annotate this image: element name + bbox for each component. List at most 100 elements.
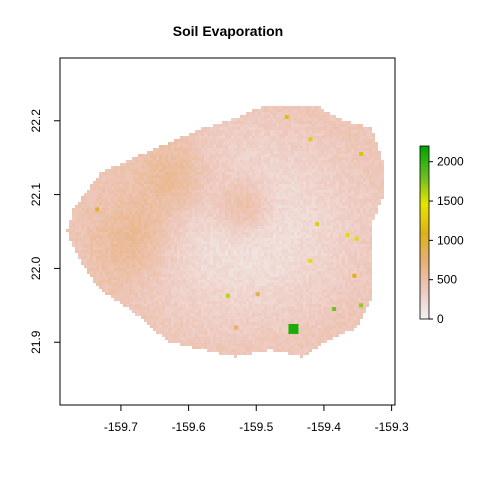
raster-cell (264, 172, 267, 175)
raster-cell (222, 274, 225, 277)
raster-cell (186, 169, 189, 172)
raster-cell (120, 226, 123, 229)
raster-cell (258, 196, 261, 199)
raster-cell (288, 235, 291, 238)
raster-cell (225, 142, 228, 145)
raster-cell (342, 265, 345, 268)
raster-cell (252, 193, 255, 196)
raster-cell (312, 193, 315, 196)
raster-cell (363, 235, 366, 238)
raster-cell (120, 166, 123, 169)
raster-cell (243, 193, 246, 196)
raster-cell (285, 181, 288, 184)
raster-cell (345, 244, 348, 247)
raster-cell (129, 244, 132, 247)
raster-cell (219, 247, 222, 250)
raster-cell (315, 280, 318, 283)
raster-cell (261, 202, 264, 205)
raster-cell (141, 241, 144, 244)
raster-cell (342, 205, 345, 208)
raster-cell (318, 124, 321, 127)
raster-cell (357, 196, 360, 199)
raster-cell (330, 145, 333, 148)
raster-cell (276, 130, 279, 133)
raster-cell (180, 187, 183, 190)
raster-cell (207, 253, 210, 256)
raster-cell (300, 172, 303, 175)
raster-cell (252, 136, 255, 139)
raster-cell (330, 202, 333, 205)
raster-cell (372, 151, 375, 154)
raster-cell (165, 202, 168, 205)
raster-cell (348, 142, 351, 145)
raster-cell (87, 244, 90, 247)
raster-cell (93, 256, 96, 259)
raster-cell (333, 187, 336, 190)
raster-cell (93, 232, 96, 235)
raster-cell (153, 214, 156, 217)
raster-cell (138, 217, 141, 220)
raster-cell (168, 271, 171, 274)
raster-cell (174, 169, 177, 172)
raster-cell (288, 142, 291, 145)
raster-cell (138, 265, 141, 268)
raster-cell (297, 265, 300, 268)
raster-cell (141, 199, 144, 202)
raster-cell (192, 274, 195, 277)
raster-cell (84, 220, 87, 223)
raster-cell (372, 208, 375, 211)
raster-cell (183, 232, 186, 235)
raster-cell (129, 220, 132, 223)
raster-cell (72, 220, 75, 223)
raster-cell (258, 208, 261, 211)
raster-cell (111, 226, 114, 229)
raster-cell (369, 181, 372, 184)
raster-cell (174, 277, 177, 280)
raster-cell (336, 250, 339, 253)
raster-cell (291, 244, 294, 247)
raster-cell (249, 190, 252, 193)
raster-cell (198, 190, 201, 193)
raster-cell (348, 208, 351, 211)
raster-cell (96, 214, 99, 217)
raster-cell (324, 133, 327, 136)
raster-cell (306, 259, 309, 262)
raster-cell (264, 217, 267, 220)
raster-cell (303, 121, 306, 124)
raster-cell (246, 178, 249, 181)
raster-cell (234, 148, 237, 151)
raster-cell (201, 190, 204, 193)
raster-cell (288, 133, 291, 136)
raster-cell (234, 277, 237, 280)
raster-cell (294, 163, 297, 166)
raster-cell (111, 235, 114, 238)
raster-cell (342, 127, 345, 130)
raster-cell (324, 223, 327, 226)
raster-cell (204, 169, 207, 172)
raster-cell (207, 226, 210, 229)
raster-cell (261, 130, 264, 133)
raster-cell (288, 154, 291, 157)
raster-cell (120, 175, 123, 178)
raster-cell (360, 157, 363, 160)
raster-cell (240, 277, 243, 280)
raster-cell (102, 253, 105, 256)
raster-cell (96, 247, 99, 250)
raster-cell (294, 268, 297, 271)
raster-cell (150, 217, 153, 220)
raster-cell (180, 214, 183, 217)
raster-cell (294, 169, 297, 172)
raster-cell (99, 235, 102, 238)
raster-cell (324, 190, 327, 193)
raster-cell (183, 259, 186, 262)
raster-cell (216, 151, 219, 154)
raster-cell (153, 220, 156, 223)
raster-cell (246, 136, 249, 139)
raster-cell (345, 208, 348, 211)
raster-cell (237, 190, 240, 193)
raster-cell (207, 241, 210, 244)
raster-cell (360, 136, 363, 139)
raster-cell (207, 154, 210, 157)
raster-cell (159, 229, 162, 232)
raster-cell (144, 280, 147, 283)
